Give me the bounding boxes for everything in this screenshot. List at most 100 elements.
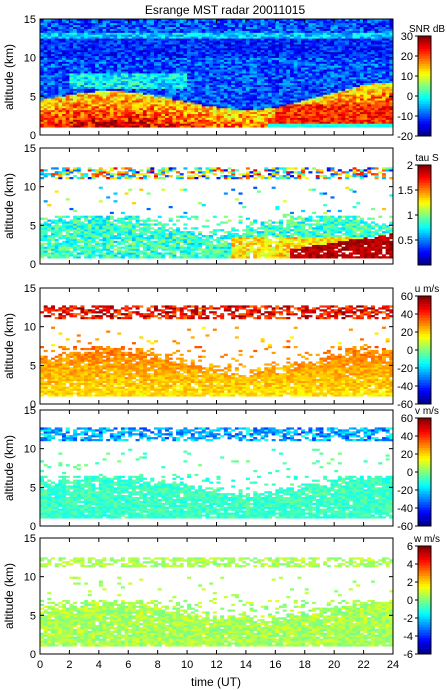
heatmap-cell [286,65,291,68]
heatmap-cell [216,115,221,118]
heatmap-cell [275,102,280,105]
heatmap-cell [201,53,206,57]
heatmap-cell [282,75,287,78]
heatmap-cell [76,34,81,37]
heatmap-cell [301,34,306,37]
heatmap-cell [109,28,114,31]
heatmap-cell [80,59,85,62]
heatmap-cell [271,115,276,118]
heatmap-cell [117,26,122,29]
heatmap-cell [348,71,353,74]
heatmap-cell [348,49,353,53]
heatmap-cell [345,30,350,33]
heatmap-cell [153,44,158,47]
heatmap-cell [326,111,331,115]
heatmap-cell [165,84,169,87]
heatmap-cell [245,88,250,91]
heatmap-cell [337,75,342,78]
heatmap-cell [168,80,173,84]
heatmap-cell [267,90,272,93]
heatmap-cell [319,115,324,118]
heatmap-cell [271,67,276,70]
heatmap-cell [256,94,261,97]
heatmap-cell [245,111,250,115]
heatmap-cell [139,80,144,84]
heatmap-cell [212,26,217,29]
heatmap-cell [231,34,236,37]
heatmap-cell [142,42,147,45]
heatmap-cell [301,86,306,89]
heatmap-cell [43,55,48,58]
heatmap-cell [179,59,184,62]
heatmap-cell [227,82,232,86]
heatmap-cell [91,32,96,35]
heatmap-cell [356,67,361,70]
heatmap-cell [271,121,276,124]
heatmap-cell [315,84,320,87]
heatmap-cell [139,109,144,113]
heatmap-cell [352,75,357,78]
heatmap-cell [198,20,203,24]
heatmap-cell [297,61,302,64]
heatmap-cell [87,49,92,53]
heatmap-cell [87,104,92,107]
heatmap-cell [183,92,188,95]
heatmap-cell [341,61,346,64]
heatmap-cell [238,19,243,22]
heatmap-cell [356,48,361,51]
heatmap-cell [352,82,357,86]
heatmap-cell [76,123,81,126]
heatmap-cell [315,92,320,95]
heatmap-cell [47,46,52,49]
heatmap-cell [87,38,92,41]
heatmap-cell [319,86,324,89]
heatmap-cell [187,59,192,62]
heatmap-cell [40,119,44,122]
heatmap-cell [131,115,136,118]
heatmap-cell [146,32,151,35]
heatmap-cell [271,123,276,126]
heatmap-cell [242,19,247,22]
heatmap-cell [194,46,199,49]
heatmap-cell [245,90,250,93]
heatmap-cell [227,84,232,87]
heatmap-cell [98,36,103,39]
heatmap-cell [249,121,254,124]
heatmap-cell [190,38,195,41]
heatmap-cell [179,104,184,107]
heatmap-cell [139,26,144,29]
heatmap-cell [190,111,195,115]
heatmap-cell [267,46,272,49]
heatmap-cell [348,111,353,115]
heatmap-cell [183,48,188,51]
heatmap-cell [216,69,221,72]
heatmap-cell [161,49,166,53]
heatmap-cell [234,19,239,22]
heatmap-cell [47,42,52,45]
heatmap-cell [249,90,254,93]
heatmap-cell [95,53,100,57]
heatmap-cell [323,102,328,105]
heatmap-cell [179,94,184,97]
heatmap-cell [131,44,136,47]
heatmap-cell [194,82,199,86]
heatmap-cell [142,71,147,74]
heatmap-cell [165,88,169,91]
heatmap-cell [62,46,67,49]
heatmap-cell [47,71,52,74]
heatmap-cell [183,71,188,74]
heatmap-cell [363,63,368,66]
heatmap-cell [168,69,173,72]
heatmap-cell [312,71,317,74]
heatmap-cell [128,80,133,84]
heatmap-cell [190,67,195,70]
heatmap-cell [256,61,261,64]
heatmap-cell [260,30,265,33]
heatmap-cell [308,75,313,78]
heatmap-cell [319,36,324,39]
heatmap-cell [40,96,44,99]
heatmap-cell [267,40,272,43]
heatmap-cell [323,67,328,70]
heatmap-cell [260,109,265,113]
heatmap-cell [341,90,346,93]
